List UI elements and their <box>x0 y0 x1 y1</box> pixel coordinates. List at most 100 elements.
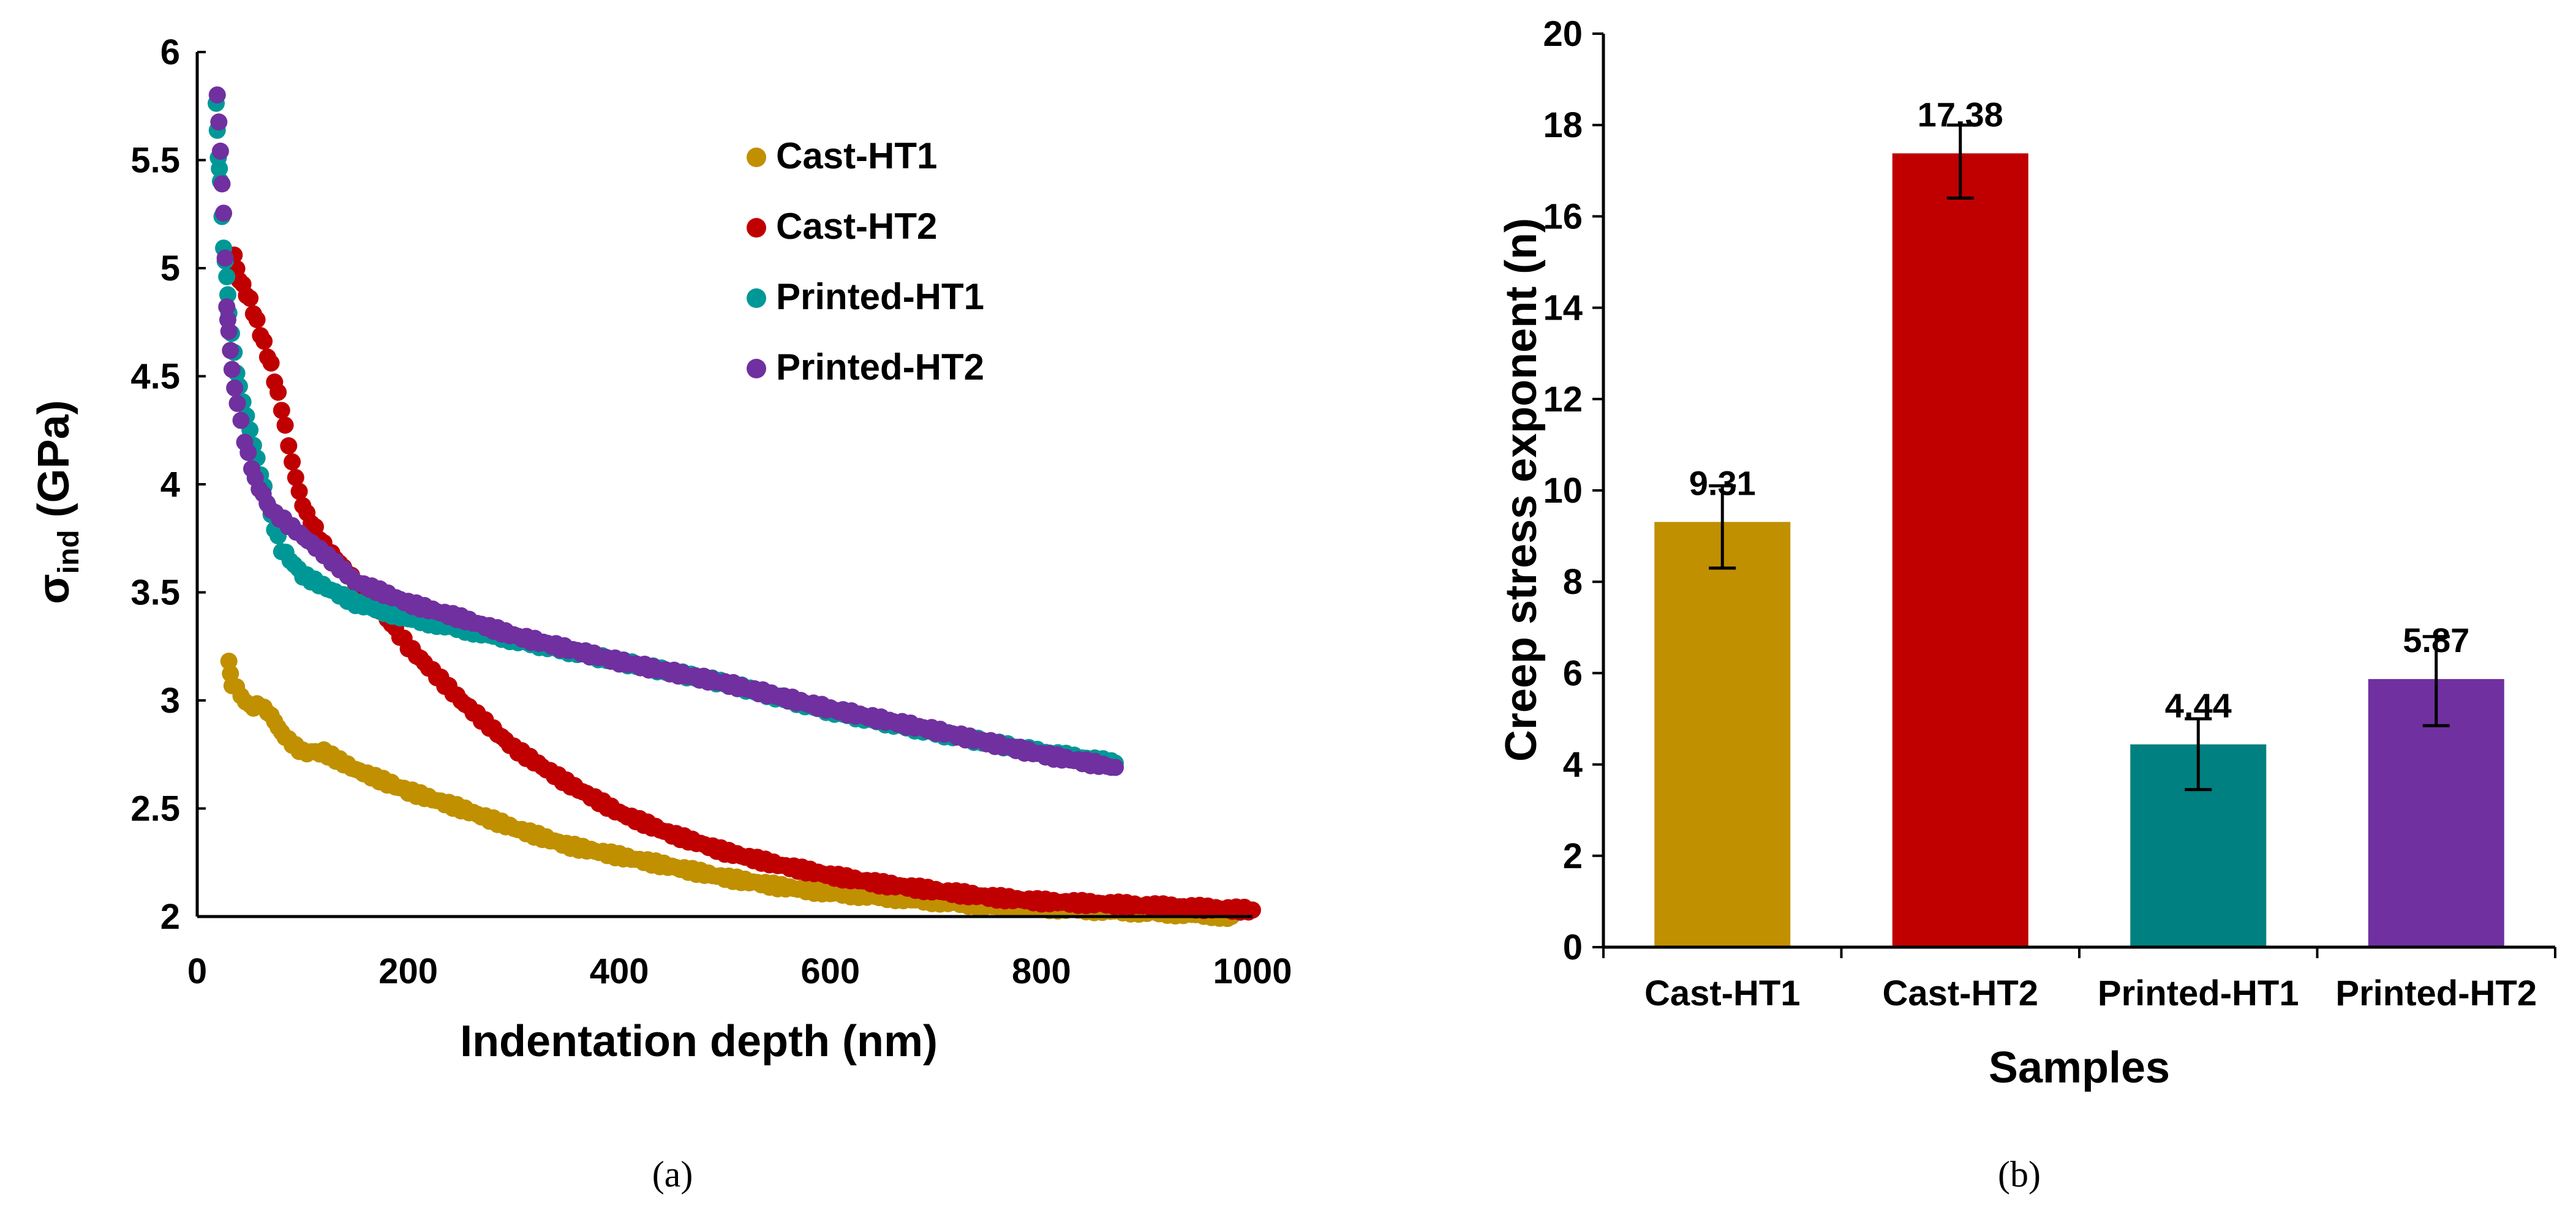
y-tick-label: 5 <box>160 249 180 288</box>
legend-label: Cast-HT2 <box>776 206 937 247</box>
data-point <box>220 323 238 340</box>
data-point <box>1107 759 1124 776</box>
y-tick-labels: 0 2 4 6 8 10 12 14 16 18 20 <box>1543 14 1603 967</box>
x-tick-label: 400 <box>590 951 649 991</box>
x-axis-label: Samples <box>1989 1043 2170 1092</box>
bar <box>1892 153 2028 947</box>
data-point <box>218 268 236 285</box>
y-tick-label: 2 <box>1563 836 1583 876</box>
x-tick-label: 800 <box>1012 951 1071 991</box>
legend-label: Printed-HT2 <box>776 347 984 388</box>
data-point <box>290 482 308 500</box>
data-label: 4.44 <box>2165 686 2232 725</box>
x-tick-label: 0 <box>187 951 207 991</box>
x-tick-labels: 0 200 400 600 800 1000 <box>187 951 1292 991</box>
data-point <box>276 416 294 434</box>
y-tick-label: 0 <box>1563 928 1583 967</box>
data-point <box>213 175 231 193</box>
bar-group-printed-ht2: 5.87 <box>2368 621 2504 947</box>
legend-marker <box>747 359 766 378</box>
x-tick-label: Printed-HT2 <box>2335 973 2537 1013</box>
data-point <box>262 354 280 372</box>
x-tick-label: 600 <box>800 951 860 991</box>
data-point <box>208 86 226 104</box>
y-tick-label: 16 <box>1543 197 1583 236</box>
chart-b: 9.31 17.38 4.44 5.87 0 2 4 6 8 10 12 14 16 18 20 Cast… <box>1497 14 2556 1195</box>
legend-item-printed-ht1: Printed-HT1 <box>747 276 984 317</box>
y-tick-label: 14 <box>1543 288 1583 328</box>
y-tick-label: 3.5 <box>130 573 180 613</box>
data-point <box>215 204 233 222</box>
legend-label: Cast-HT1 <box>776 135 937 176</box>
data-label: 9.31 <box>1689 463 1756 502</box>
scatter-plot-area <box>208 86 1261 928</box>
legend-item-cast-ht1: Cast-HT1 <box>747 135 937 176</box>
y-axis-label-subscript: ind <box>53 530 85 574</box>
series-printed-ht2 <box>208 86 1124 776</box>
data-point <box>211 160 228 178</box>
panel-label-b: (b) <box>1998 1154 2041 1195</box>
data-point <box>248 311 266 329</box>
y-tick-label: 18 <box>1543 105 1583 145</box>
bar-group-cast-ht2: 17.38 <box>1892 95 2028 947</box>
x-axis-label: Indentation depth (nm) <box>460 1017 938 1066</box>
bar-plot-area: 9.31 17.38 4.44 5.87 <box>1654 95 2504 947</box>
data-label: 5.87 <box>2403 621 2469 659</box>
y-axis-label: σind (GPa) <box>29 400 85 604</box>
y-axis-label-symbol: σ <box>29 574 78 604</box>
legend-label: Printed-HT1 <box>776 276 984 317</box>
legend-item-printed-ht2: Printed-HT2 <box>747 347 984 388</box>
data-point <box>284 453 301 471</box>
y-tick-label: 4.5 <box>130 357 180 397</box>
data-point <box>287 468 304 486</box>
data-point <box>228 394 246 412</box>
y-tick-label: 4 <box>160 465 180 504</box>
data-point <box>232 411 250 429</box>
x-tick-label: 200 <box>378 951 438 991</box>
data-point <box>218 298 236 316</box>
legend-item-cast-ht2: Cast-HT2 <box>747 206 937 247</box>
y-tick-label: 10 <box>1543 471 1583 511</box>
chart-a: 0 200 400 600 800 1000 2 2.5 3 3.5 4 4.5 5 5.5 6 Inde… <box>29 32 1292 1195</box>
data-point <box>223 361 241 378</box>
data-point <box>216 249 234 267</box>
data-point <box>226 379 244 397</box>
data-point <box>241 290 259 307</box>
x-tick-label: Cast-HT2 <box>1882 973 2038 1013</box>
data-point <box>210 113 228 131</box>
y-axis-label-unit: (GPa) <box>29 400 78 530</box>
data-point <box>280 437 298 455</box>
data-point <box>273 402 290 419</box>
data-point <box>1244 901 1261 919</box>
y-tick-label: 2 <box>160 897 180 937</box>
y-tick-label: 5.5 <box>130 141 180 181</box>
y-tick-label: 6 <box>1563 653 1583 693</box>
legend-marker <box>747 218 766 238</box>
legend-marker <box>747 288 766 308</box>
y-tick-label: 2.5 <box>130 789 180 829</box>
y-tick-label: 12 <box>1543 380 1583 419</box>
data-point <box>239 444 257 462</box>
y-tick-label: 4 <box>1563 745 1583 785</box>
legend: Cast-HT1 Cast-HT2 Printed-HT1 Printed-HT2 <box>747 135 984 388</box>
y-tick-label: 20 <box>1543 14 1583 54</box>
bar <box>1654 522 1791 947</box>
bar-group-printed-ht1: 4.44 <box>2130 686 2267 947</box>
y-tick-label: 6 <box>160 32 180 72</box>
x-tick-labels: Cast-HT1 Cast-HT2 Printed-HT1 Printed-HT2 <box>1602 947 2556 1013</box>
x-tick-label: 1000 <box>1213 951 1292 991</box>
legend-marker <box>747 148 766 167</box>
data-point <box>222 342 239 359</box>
x-tick-label: Cast-HT1 <box>1644 973 1801 1013</box>
panel-label-a: (a) <box>652 1154 693 1195</box>
data-point <box>255 332 273 350</box>
bar-group-cast-ht1: 9.31 <box>1654 463 1791 947</box>
data-point <box>211 142 229 160</box>
y-tick-label: 3 <box>160 681 180 721</box>
y-axis-label: Creep stress exponent (n) <box>1497 218 1546 762</box>
y-tick-label: 8 <box>1563 562 1583 602</box>
x-tick-label: Printed-HT1 <box>2098 973 2299 1013</box>
data-label: 17.38 <box>1918 95 2003 133</box>
data-point <box>269 383 287 401</box>
